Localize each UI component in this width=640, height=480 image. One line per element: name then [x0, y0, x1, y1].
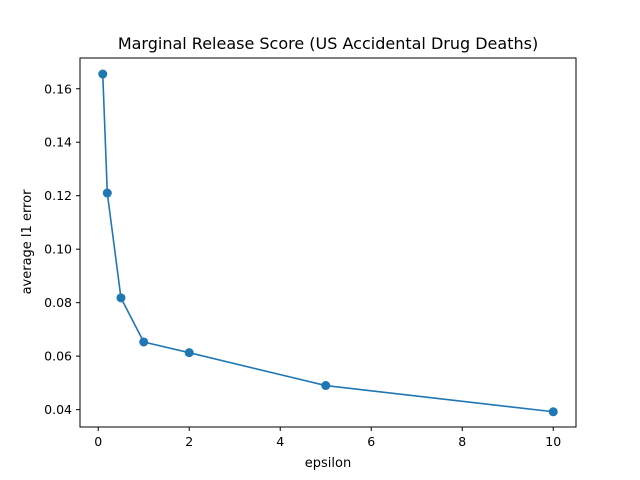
ticks-layer: 0 2 4 6 8 10 0.04 0.06 0.08 0.10 0.12 0.14 0.16: [44, 81, 561, 449]
y-tick-label: 0.08: [44, 295, 72, 310]
y-tick-label: 0.10: [44, 242, 72, 257]
x-axis-label: epsilon: [305, 456, 351, 471]
plot-frame: [79, 57, 577, 428]
y-tick-label: 0.14: [44, 135, 72, 150]
data-point: [548, 407, 558, 417]
x-tick-label: 10: [545, 434, 561, 449]
series-line: [101, 74, 554, 413]
data-point: [184, 348, 194, 358]
x-tick-label: 6: [367, 434, 375, 449]
y-tick-label: 0.16: [44, 81, 72, 96]
y-axis-label: average l1 error: [20, 189, 35, 294]
data-point: [116, 293, 126, 303]
data-point: [98, 69, 108, 79]
data-point: [321, 381, 331, 391]
y-tick-label: 0.12: [44, 188, 72, 203]
data-point: [102, 188, 112, 198]
y-tick-label: 0.04: [44, 402, 72, 417]
series-layer: [98, 69, 558, 417]
x-tick-label: 0: [94, 434, 102, 449]
y-tick-label: 0.06: [44, 349, 72, 364]
x-tick-label: 4: [276, 434, 284, 449]
x-tick-label: 8: [458, 434, 466, 449]
data-point: [139, 337, 149, 347]
chart-title: Marginal Release Score (US Accidental Dr…: [118, 34, 538, 53]
x-tick-label: 2: [185, 434, 193, 449]
